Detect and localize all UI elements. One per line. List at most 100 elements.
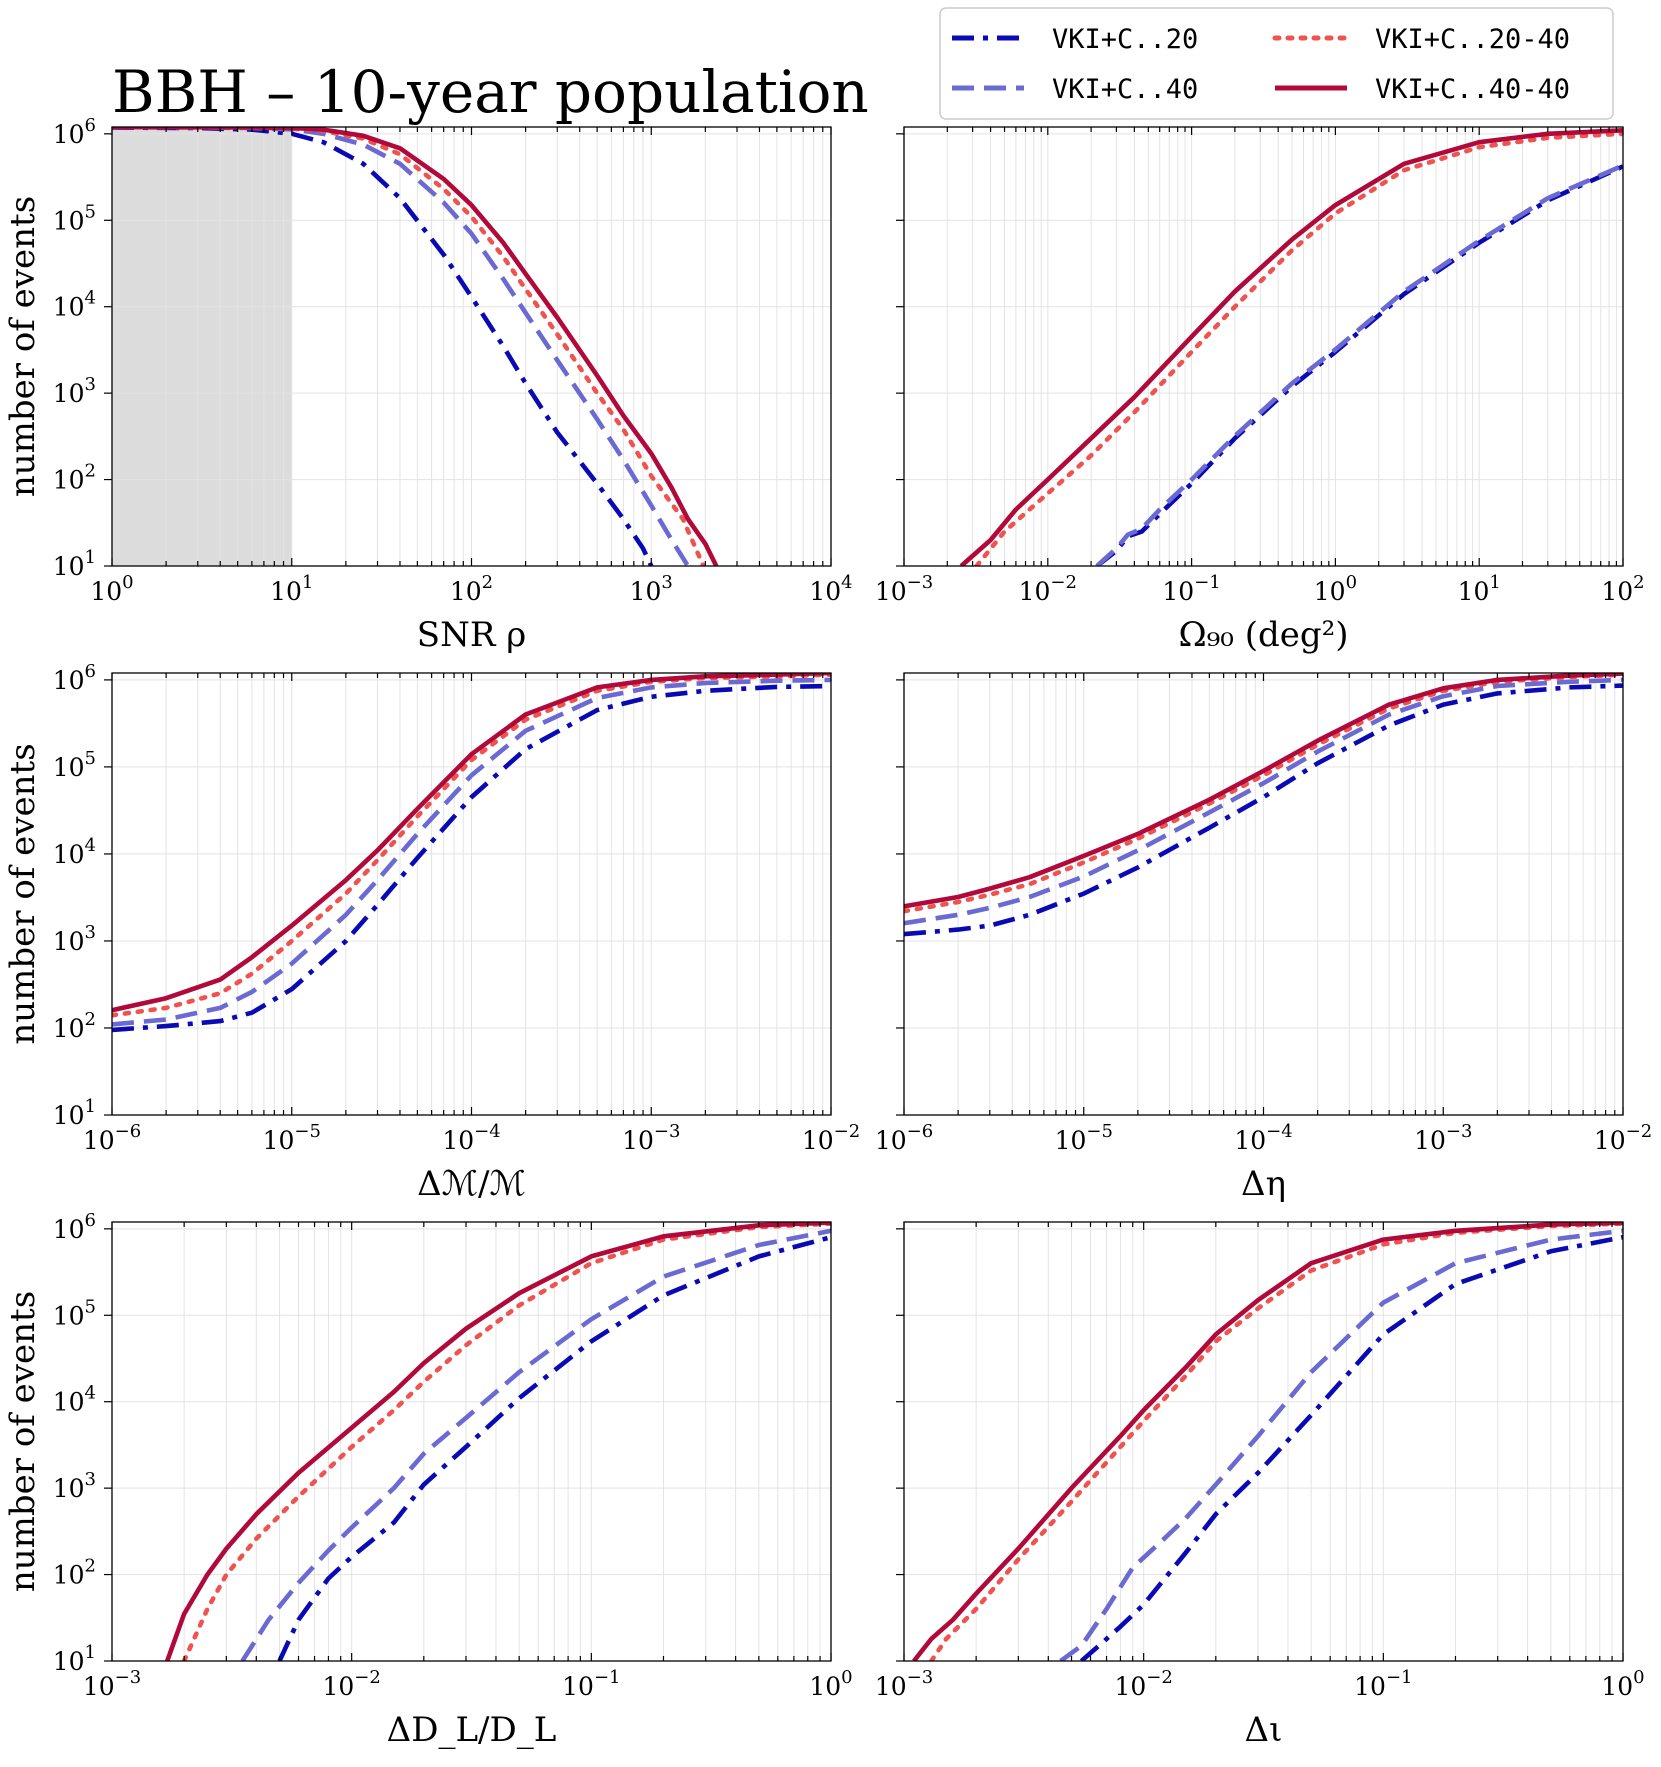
- x-tick-base: 10: [1019, 577, 1051, 606]
- y-tick-exponent: 5: [85, 201, 96, 222]
- x-tick-base: 10: [83, 1672, 115, 1701]
- series-group: [959, 128, 1623, 566]
- legend-label: VKI+C..40-40: [1375, 74, 1570, 105]
- series-line: [904, 673, 1623, 909]
- axes-frame: [903, 1221, 1624, 1662]
- x-tick-base: 10: [83, 1126, 115, 1155]
- y-axis-title: number of events: [3, 1291, 43, 1592]
- series-line: [112, 683, 831, 1033]
- y-tick-base: 10: [53, 1101, 85, 1130]
- x-ticks: [111, 127, 832, 566]
- x-tick-base: 10: [1314, 577, 1346, 606]
- x-tick-exponent: −3: [654, 1121, 681, 1142]
- x-tick-base: 10: [450, 577, 482, 606]
- y-tick-base: 10: [53, 1647, 85, 1676]
- series-line: [904, 683, 1623, 937]
- x-tick-label: 103: [630, 572, 673, 606]
- x-axis-title: Δι: [1245, 1710, 1283, 1750]
- x-ticks: [903, 1222, 1624, 1661]
- x-tick-label: 101: [1458, 572, 1501, 606]
- x-axis-title: ΔD_L/D_L: [387, 1710, 557, 1750]
- y-tick-label: 104: [53, 288, 96, 322]
- x-tick-base: 10: [630, 577, 662, 606]
- x-tick-exponent: −6: [907, 1121, 934, 1142]
- x-tick-exponent: −6: [115, 1121, 142, 1142]
- y-tick-base: 10: [53, 927, 85, 956]
- x-axis-title: Ω₉₀ (deg²): [1178, 615, 1348, 655]
- series-line: [974, 131, 1623, 566]
- x-ticks: [903, 127, 1624, 566]
- x-tick-exponent: −3: [1446, 1121, 1473, 1142]
- x-tick-base: 10: [875, 1672, 907, 1701]
- x-tick-base: 10: [875, 577, 907, 606]
- y-tick-exponent: 4: [85, 835, 96, 856]
- legend-label: VKI+C..40: [1052, 74, 1198, 105]
- x-tick-label: 10−3: [875, 572, 933, 606]
- x-tick-base: 10: [263, 1126, 295, 1155]
- x-tick-exponent: 0: [122, 572, 133, 593]
- x-tick-base: 10: [1162, 577, 1194, 606]
- x-tick-exponent: 4: [841, 572, 852, 593]
- x-tick-label: 10−3: [1414, 1121, 1472, 1155]
- x-tick-exponent: −1: [1194, 572, 1221, 593]
- y-tick-exponent: 5: [85, 1296, 96, 1317]
- y-tick-exponent: 5: [85, 748, 96, 769]
- x-axis-title: Δη: [1241, 1164, 1286, 1204]
- series-line: [959, 128, 1623, 566]
- x-tick-label: 10−6: [83, 1121, 141, 1155]
- y-tick-label: 104: [53, 1383, 96, 1417]
- x-tick-label: 100: [1314, 572, 1357, 606]
- panel-bottom-left: 10−3 10−2 10−1 100101102103104105106ΔD_L/D_…: [3, 1210, 853, 1750]
- legend-box: [939, 7, 1614, 120]
- y-axis-title: number of events: [3, 743, 43, 1044]
- x-tick-label: 100: [809, 1667, 852, 1701]
- panel-middle-right: 10−6 10−5 10−4 10−3 10−2Δη: [875, 672, 1652, 1204]
- series-line: [1079, 1234, 1623, 1661]
- x-tick-base: 10: [1055, 1126, 1087, 1155]
- x-tick-base: 10: [802, 1126, 834, 1155]
- x-tick-label: 10−1: [1162, 572, 1220, 606]
- axes-frame: [903, 126, 1624, 567]
- x-tick-exponent: −2: [354, 1667, 381, 1688]
- y-tick-exponent: 6: [85, 661, 96, 682]
- x-tick-label: 10−2: [802, 1121, 860, 1155]
- x-tick-exponent: −2: [834, 1121, 861, 1142]
- series-group: [112, 673, 831, 1033]
- x-tick-base: 10: [1414, 1126, 1446, 1155]
- x-tick-exponent: −5: [1086, 1121, 1113, 1142]
- x-tick-exponent: −1: [594, 1667, 621, 1688]
- x-tick-label: 10−2: [1114, 1667, 1172, 1701]
- x-tick-base: 10: [1594, 1126, 1626, 1155]
- x-axis-title: Δℳ/ℳ: [417, 1164, 526, 1204]
- y-tick-exponent: 3: [85, 374, 96, 395]
- x-tick-exponent: 0: [841, 1667, 852, 1688]
- y-tick-base: 10: [53, 1561, 85, 1590]
- y-tick-exponent: 3: [85, 1469, 96, 1490]
- gridlines: [112, 127, 831, 566]
- y-tick-exponent: 2: [85, 461, 96, 482]
- y-tick-base: 10: [53, 1014, 85, 1043]
- y-tick-label: 103: [53, 1469, 96, 1503]
- x-tick-base: 10: [1114, 1672, 1146, 1701]
- x-tick-exponent: −3: [907, 1667, 934, 1688]
- series-group: [904, 673, 1623, 937]
- x-ticks: [903, 673, 1624, 1115]
- x-tick-label: 10−2: [322, 1667, 380, 1701]
- x-tick-base: 10: [90, 577, 122, 606]
- gridlines: [112, 673, 831, 1115]
- x-tick-base: 10: [1354, 1672, 1386, 1701]
- x-tick-label: 10−3: [875, 1667, 933, 1701]
- y-tick-label: 103: [53, 374, 96, 408]
- x-tick-exponent: 2: [1633, 572, 1644, 593]
- x-tick-base: 10: [1458, 577, 1490, 606]
- y-tick-base: 10: [53, 666, 85, 695]
- x-tick-label: 10−1: [1354, 1667, 1412, 1701]
- y-tick-exponent: 4: [85, 288, 96, 309]
- x-tick-exponent: 1: [1489, 572, 1500, 593]
- legend-label: VKI+C..20: [1052, 24, 1198, 55]
- y-tick-exponent: 6: [85, 1210, 96, 1231]
- x-tick-label: 102: [450, 572, 493, 606]
- gridlines: [904, 673, 1623, 1115]
